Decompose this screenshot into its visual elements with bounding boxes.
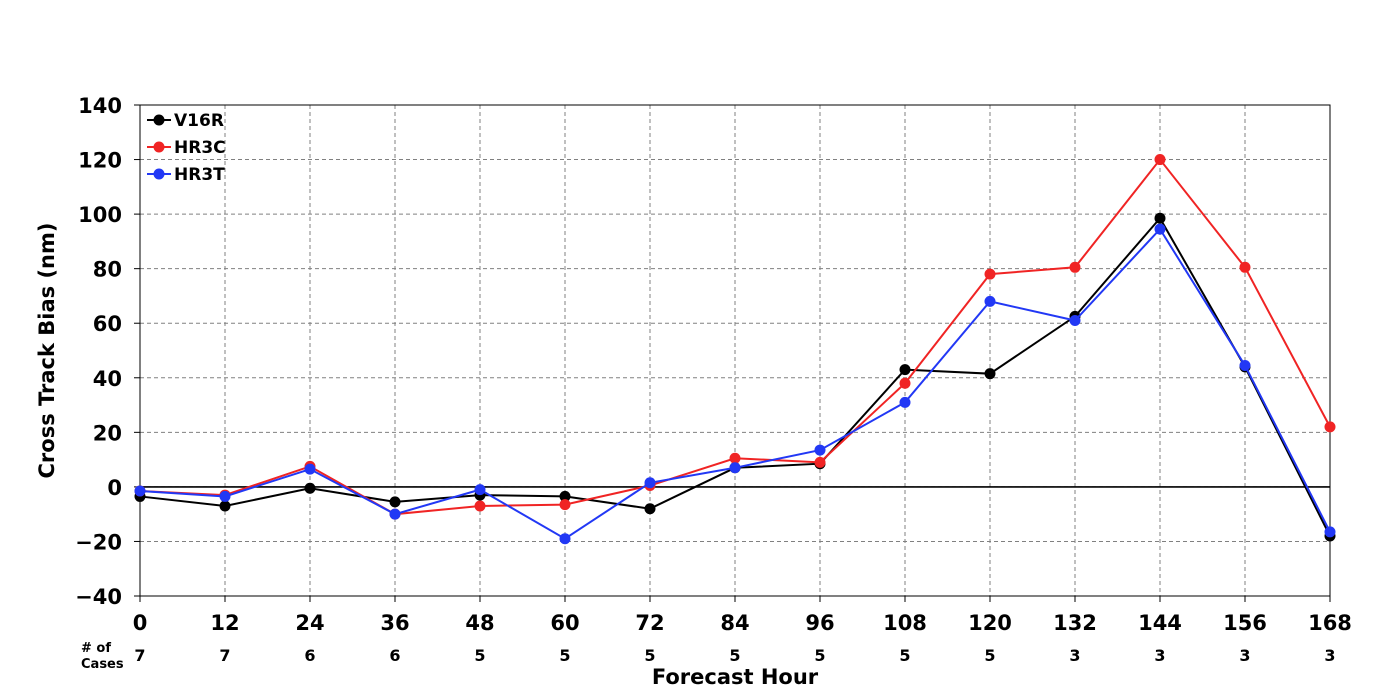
x-tick-label: 24 <box>295 611 324 635</box>
data-point-hr3t <box>1154 223 1166 235</box>
case-count: 5 <box>474 646 485 665</box>
case-count: 5 <box>729 646 740 665</box>
case-count: 5 <box>814 646 825 665</box>
x-tick-label: 168 <box>1308 611 1352 635</box>
data-point-hr3c <box>474 500 486 512</box>
data-point-v16r <box>559 490 571 502</box>
x-tick-label: 60 <box>550 611 579 635</box>
data-point-hr3t <box>134 485 146 497</box>
data-point-hr3c <box>1239 261 1251 273</box>
case-count: 6 <box>389 646 400 665</box>
series-line-v16r <box>139 216 1331 537</box>
y-axis-title: Cross Track Bias (nm) <box>35 223 59 479</box>
data-point-hr3t <box>644 477 656 489</box>
y-tick-label: 60 <box>93 312 122 336</box>
y-tick-label: 120 <box>78 149 122 173</box>
data-point-v16r <box>899 364 911 376</box>
case-count: 5 <box>644 646 655 665</box>
data-point-hr3c <box>729 452 741 464</box>
x-tick-label: 132 <box>1053 611 1097 635</box>
data-point-hr3c <box>559 499 571 511</box>
cases-label-line-1: # of <box>81 641 111 656</box>
data-point-hr3c <box>984 268 996 280</box>
data-point-hr3t <box>814 444 826 456</box>
data-point-hr3t <box>1069 314 1081 326</box>
legend-marker-hr3t <box>153 168 165 180</box>
cases-row: # of Cases 7 7 6 6 5 5 5 5 5 5 5 3 3 3 3 <box>81 641 1336 672</box>
data-point-hr3t <box>559 533 571 545</box>
data-point-hr3c <box>1154 154 1166 166</box>
series-layer <box>134 154 1336 545</box>
data-point-v16r <box>389 496 401 508</box>
case-count: 5 <box>559 646 570 665</box>
y-tick-label: 80 <box>93 258 122 282</box>
data-point-v16r <box>644 503 656 515</box>
y-tick-label: 20 <box>93 421 122 445</box>
y-tick-label: 100 <box>78 203 122 227</box>
data-point-hr3c <box>1069 261 1081 273</box>
data-point-v16r <box>219 500 231 512</box>
data-point-hr3t <box>1239 360 1251 372</box>
y-tick-label: 40 <box>93 367 122 391</box>
data-point-hr3t <box>389 508 401 520</box>
x-tick-label: 156 <box>1223 611 1267 635</box>
legend: V16R HR3C HR3T <box>147 111 226 185</box>
y-tick-label: 140 <box>78 94 122 118</box>
x-tick-label: 36 <box>380 611 409 635</box>
legend-label-hr3t: HR3T <box>174 165 225 185</box>
y-tick-label: 0 <box>107 476 122 500</box>
y-tick-label: −40 <box>75 585 122 609</box>
x-tick-label: 96 <box>805 611 834 635</box>
x-tick-label: 12 <box>210 611 239 635</box>
data-point-hr3t <box>219 490 231 502</box>
x-tick-label: 108 <box>883 611 927 635</box>
data-point-hr3t <box>304 463 316 475</box>
data-point-hr3c <box>814 456 826 468</box>
x-tick-label: 72 <box>635 611 664 635</box>
case-count: 3 <box>1239 646 1250 665</box>
data-point-v16r <box>304 482 316 494</box>
x-axis-title: Forecast Hour <box>652 665 819 689</box>
legend-label-hr3c: HR3C <box>174 138 226 158</box>
case-count: 3 <box>1069 646 1080 665</box>
case-count: 5 <box>899 646 910 665</box>
y-tick-label: −20 <box>75 530 122 554</box>
data-point-hr3t <box>1324 526 1336 538</box>
cases-label-line-2: Cases <box>81 657 124 672</box>
data-point-hr3t <box>984 295 996 307</box>
case-count: 7 <box>219 646 230 665</box>
x-tick-label: 120 <box>968 611 1012 635</box>
x-tick-label: 0 <box>133 611 148 635</box>
x-axis: 0 12 24 36 48 60 72 84 96 108 120 132 144 156 168 <box>133 596 1352 635</box>
case-count: 3 <box>1154 646 1165 665</box>
x-tick-label: 48 <box>465 611 494 635</box>
data-point-hr3t <box>899 396 911 408</box>
x-tick-label: 144 <box>1138 611 1182 635</box>
case-count: 7 <box>134 646 145 665</box>
grid-lines <box>140 105 1330 596</box>
legend-marker-v16r <box>153 114 165 126</box>
data-point-hr3t <box>474 484 486 496</box>
legend-label-v16r: V16R <box>174 111 224 131</box>
case-count: 6 <box>304 646 315 665</box>
case-count: 5 <box>984 646 995 665</box>
case-count: 3 <box>1324 646 1335 665</box>
data-point-v16r <box>984 368 996 380</box>
legend-marker-hr3c <box>153 141 165 153</box>
data-point-hr3c <box>1324 421 1336 433</box>
y-axis: −40 −20 0 20 40 60 80 100 120 140 <box>75 94 140 609</box>
data-point-v16r <box>1154 212 1166 224</box>
x-tick-label: 84 <box>720 611 749 635</box>
data-point-hr3c <box>899 377 911 389</box>
data-point-hr3t <box>729 462 741 474</box>
